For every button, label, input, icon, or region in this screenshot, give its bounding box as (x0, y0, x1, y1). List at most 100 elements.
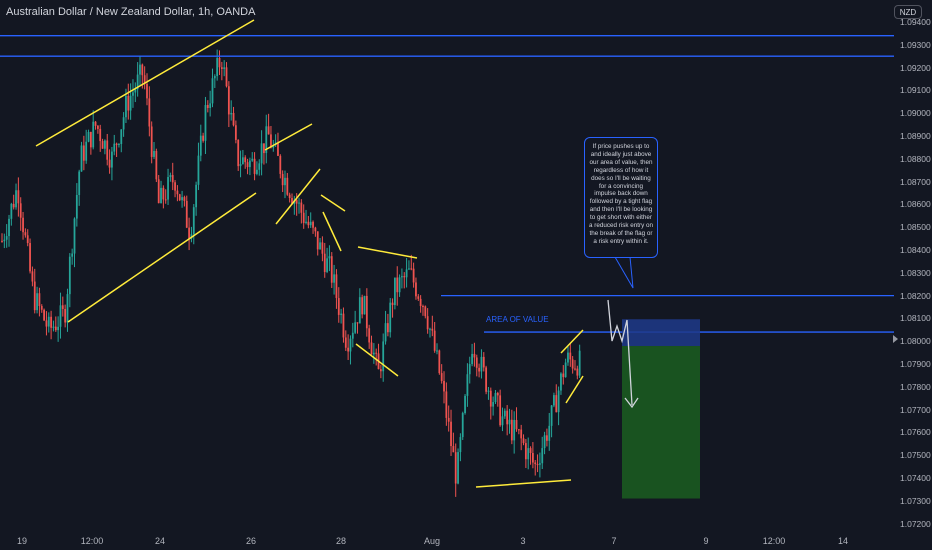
candle-body (501, 416, 504, 426)
x-tick-label: 24 (154, 536, 166, 546)
candle-body (33, 281, 36, 311)
candle-body (148, 98, 151, 127)
candle-body (29, 243, 31, 272)
candle-body (482, 356, 485, 368)
candle-body (241, 157, 244, 164)
candle-body (546, 435, 548, 441)
area-of-value-label: AREA OF VALUE (486, 315, 549, 324)
candle-body (417, 296, 420, 299)
x-tick-label: 7 (611, 536, 617, 546)
candle-body (445, 391, 448, 418)
candle-body (176, 190, 179, 195)
trendline (275, 168, 321, 225)
candle-body (524, 443, 527, 460)
candle-body (419, 298, 422, 307)
candle-body (356, 322, 359, 324)
candle-body (368, 328, 371, 343)
candle-body (394, 277, 396, 306)
y-tick-label: 1.07400 (900, 473, 931, 483)
candle-body (101, 141, 104, 149)
candle-body (452, 446, 455, 453)
candle-body (361, 297, 364, 315)
trendline (475, 479, 572, 488)
y-tick-label: 1.08900 (900, 131, 931, 141)
candle-body (539, 463, 541, 465)
candle-body (213, 76, 216, 79)
candle-body (225, 67, 228, 87)
candle-body (489, 390, 492, 407)
candle-body (82, 145, 85, 161)
currency-button[interactable]: NZD (894, 5, 922, 19)
candle-body (1, 240, 3, 242)
y-tick-label: 1.07500 (900, 450, 931, 461)
candle-body (50, 316, 53, 328)
candle-body (281, 173, 284, 186)
candle-body (279, 155, 282, 174)
candle-body (40, 306, 43, 310)
candle-body (326, 258, 328, 272)
candle-body (508, 419, 511, 425)
candle-body (125, 95, 127, 118)
candle-body (129, 95, 132, 111)
trendline (67, 192, 257, 323)
candle-body (447, 417, 450, 422)
candle-body (405, 269, 408, 278)
candle-body (522, 438, 525, 444)
candle-body (5, 236, 8, 240)
candle-body (157, 179, 160, 204)
candle-body (574, 368, 576, 370)
y-tick-label: 1.07700 (900, 404, 931, 415)
y-tick-label: 1.08700 (900, 176, 931, 187)
candle-body (78, 171, 81, 196)
horizontal-levels (0, 35, 894, 333)
candle-body (57, 326, 60, 331)
candle-body (323, 253, 326, 272)
candle-body (337, 298, 340, 315)
candle-body (272, 145, 275, 148)
note-annotation[interactable]: If price pushes up to and ideally just a… (584, 137, 658, 258)
candle-body (174, 182, 176, 191)
candle-body (375, 352, 378, 354)
candle-body (19, 203, 22, 218)
trendline (320, 194, 346, 212)
candle-body (548, 425, 551, 441)
candles-group (1, 49, 581, 497)
candle-body (260, 143, 263, 164)
candle-body (143, 75, 146, 84)
candle-body (567, 352, 569, 363)
candle-body (251, 158, 254, 161)
x-tick-label: 28 (335, 536, 347, 546)
candle-body (487, 390, 490, 392)
candle-body (223, 67, 226, 69)
candle-body (298, 202, 300, 204)
candle-body (227, 86, 230, 115)
candle-body (316, 231, 319, 250)
y-tick-label: 1.07900 (900, 359, 931, 369)
y-tick-label: 1.08000 (900, 336, 931, 347)
candle-body (120, 129, 123, 145)
candle-body (202, 135, 205, 141)
candle-body (344, 337, 347, 348)
y-tick-label: 1.09100 (900, 85, 931, 96)
candle-body (12, 203, 15, 208)
x-tick-label: Aug (423, 536, 441, 546)
candle-body (429, 328, 431, 330)
candle-body (26, 235, 29, 244)
x-tick-label: 19 (16, 536, 28, 546)
candle-body (122, 117, 125, 130)
candle-body (473, 353, 476, 358)
candle-body (340, 313, 343, 315)
projected-path (607, 299, 633, 406)
candle-body (480, 356, 483, 372)
candle-body (382, 341, 385, 372)
note-pointer (614, 256, 634, 289)
candle-body (80, 145, 83, 172)
candle-body (342, 313, 345, 338)
candle-body (503, 410, 506, 417)
candle-body (560, 373, 562, 391)
candle-body (61, 305, 64, 310)
candle-body (155, 150, 158, 180)
candle-body (461, 413, 464, 438)
candle-body (66, 294, 69, 323)
